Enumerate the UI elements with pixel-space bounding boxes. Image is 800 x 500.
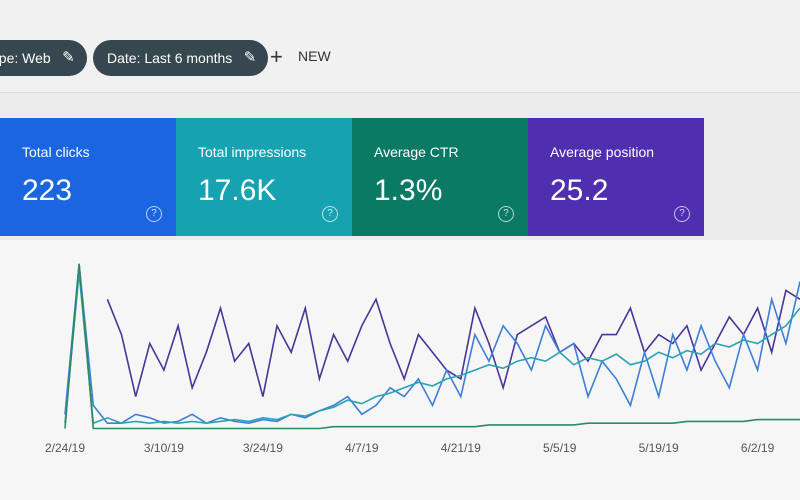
- metric-value: 25.2: [550, 174, 609, 207]
- metric-label: Total clicks: [22, 144, 90, 160]
- filter-chip[interactable]: Date: Last 6 months: [93, 40, 269, 76]
- plus-icon[interactable]: +: [270, 44, 283, 69]
- x-tick-label: 6/2/19: [741, 441, 775, 455]
- metric-card: Total impressions 17.6K?: [176, 118, 352, 236]
- toolbar: Type: Web Date: Last 6 months + NEW: [0, 0, 800, 93]
- x-tick-label: 2/24/19: [45, 441, 85, 455]
- series-line: [64, 272, 800, 425]
- help-icon: ?: [498, 206, 514, 222]
- x-tick-label: 3/24/19: [243, 441, 283, 455]
- metric-label: Total impressions: [198, 144, 307, 160]
- metric-card: Average position 25.2?: [528, 118, 704, 236]
- help-icon: ?: [322, 206, 338, 222]
- filter-chip[interactable]: Type: Web: [0, 40, 87, 76]
- help-icon: ?: [146, 206, 162, 222]
- x-tick-label: 5/19/19: [639, 441, 679, 455]
- series-line: [64, 263, 800, 425]
- x-tick-label: 5/5/19: [543, 441, 577, 455]
- series-line: [106, 289, 800, 397]
- x-tick-label: 4/7/19: [345, 441, 379, 455]
- chart: 2/24/19 3/10/19 3/24/19 4/7/19 4/21/19 5/5/19…: [0, 240, 800, 500]
- metric-card: Average CTR 1.3%?: [352, 118, 528, 236]
- metric-label: Average CTR: [374, 144, 459, 160]
- new-button[interactable]: NEW: [298, 48, 331, 64]
- metric-card: Total clicks 223?: [0, 118, 176, 236]
- metric-value: 17.6K: [198, 174, 277, 207]
- series-line: [64, 263, 800, 430]
- help-icon: ?: [674, 206, 690, 222]
- metric-value: 1.3%: [374, 174, 443, 207]
- x-tick-label: 4/21/19: [441, 441, 481, 455]
- x-tick-label: 3/10/19: [144, 441, 184, 455]
- metric-label: Average position: [550, 144, 655, 160]
- metric-value: 223: [22, 174, 73, 207]
